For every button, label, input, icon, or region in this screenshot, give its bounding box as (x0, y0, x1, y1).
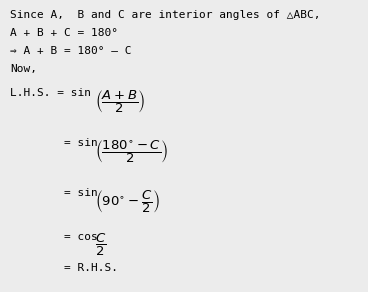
Text: = sin: = sin (10, 138, 105, 148)
Text: = R.H.S.: = R.H.S. (10, 263, 118, 273)
Text: $\left(90^{\circ}-\dfrac{C}{2}\right)$: $\left(90^{\circ}-\dfrac{C}{2}\right)$ (95, 188, 160, 215)
Text: Since A,  B and C are interior angles of △ABC,: Since A, B and C are interior angles of … (10, 10, 321, 20)
Text: $\left(\dfrac{180^{\circ}-C}{2}\right)$: $\left(\dfrac{180^{\circ}-C}{2}\right)$ (95, 138, 168, 165)
Text: L.H.S. = sin: L.H.S. = sin (10, 88, 98, 98)
Text: ⇒ A + B = 180° – C: ⇒ A + B = 180° – C (10, 46, 131, 56)
Text: $\left(\dfrac{A+B}{2}\right)$: $\left(\dfrac{A+B}{2}\right)$ (95, 88, 145, 115)
Text: Now,: Now, (10, 64, 37, 74)
Text: = cos: = cos (10, 232, 105, 242)
Text: $\dfrac{C}{2}$: $\dfrac{C}{2}$ (95, 232, 106, 258)
Text: = sin: = sin (10, 188, 105, 198)
Text: A + B + C = 180°: A + B + C = 180° (10, 28, 118, 38)
